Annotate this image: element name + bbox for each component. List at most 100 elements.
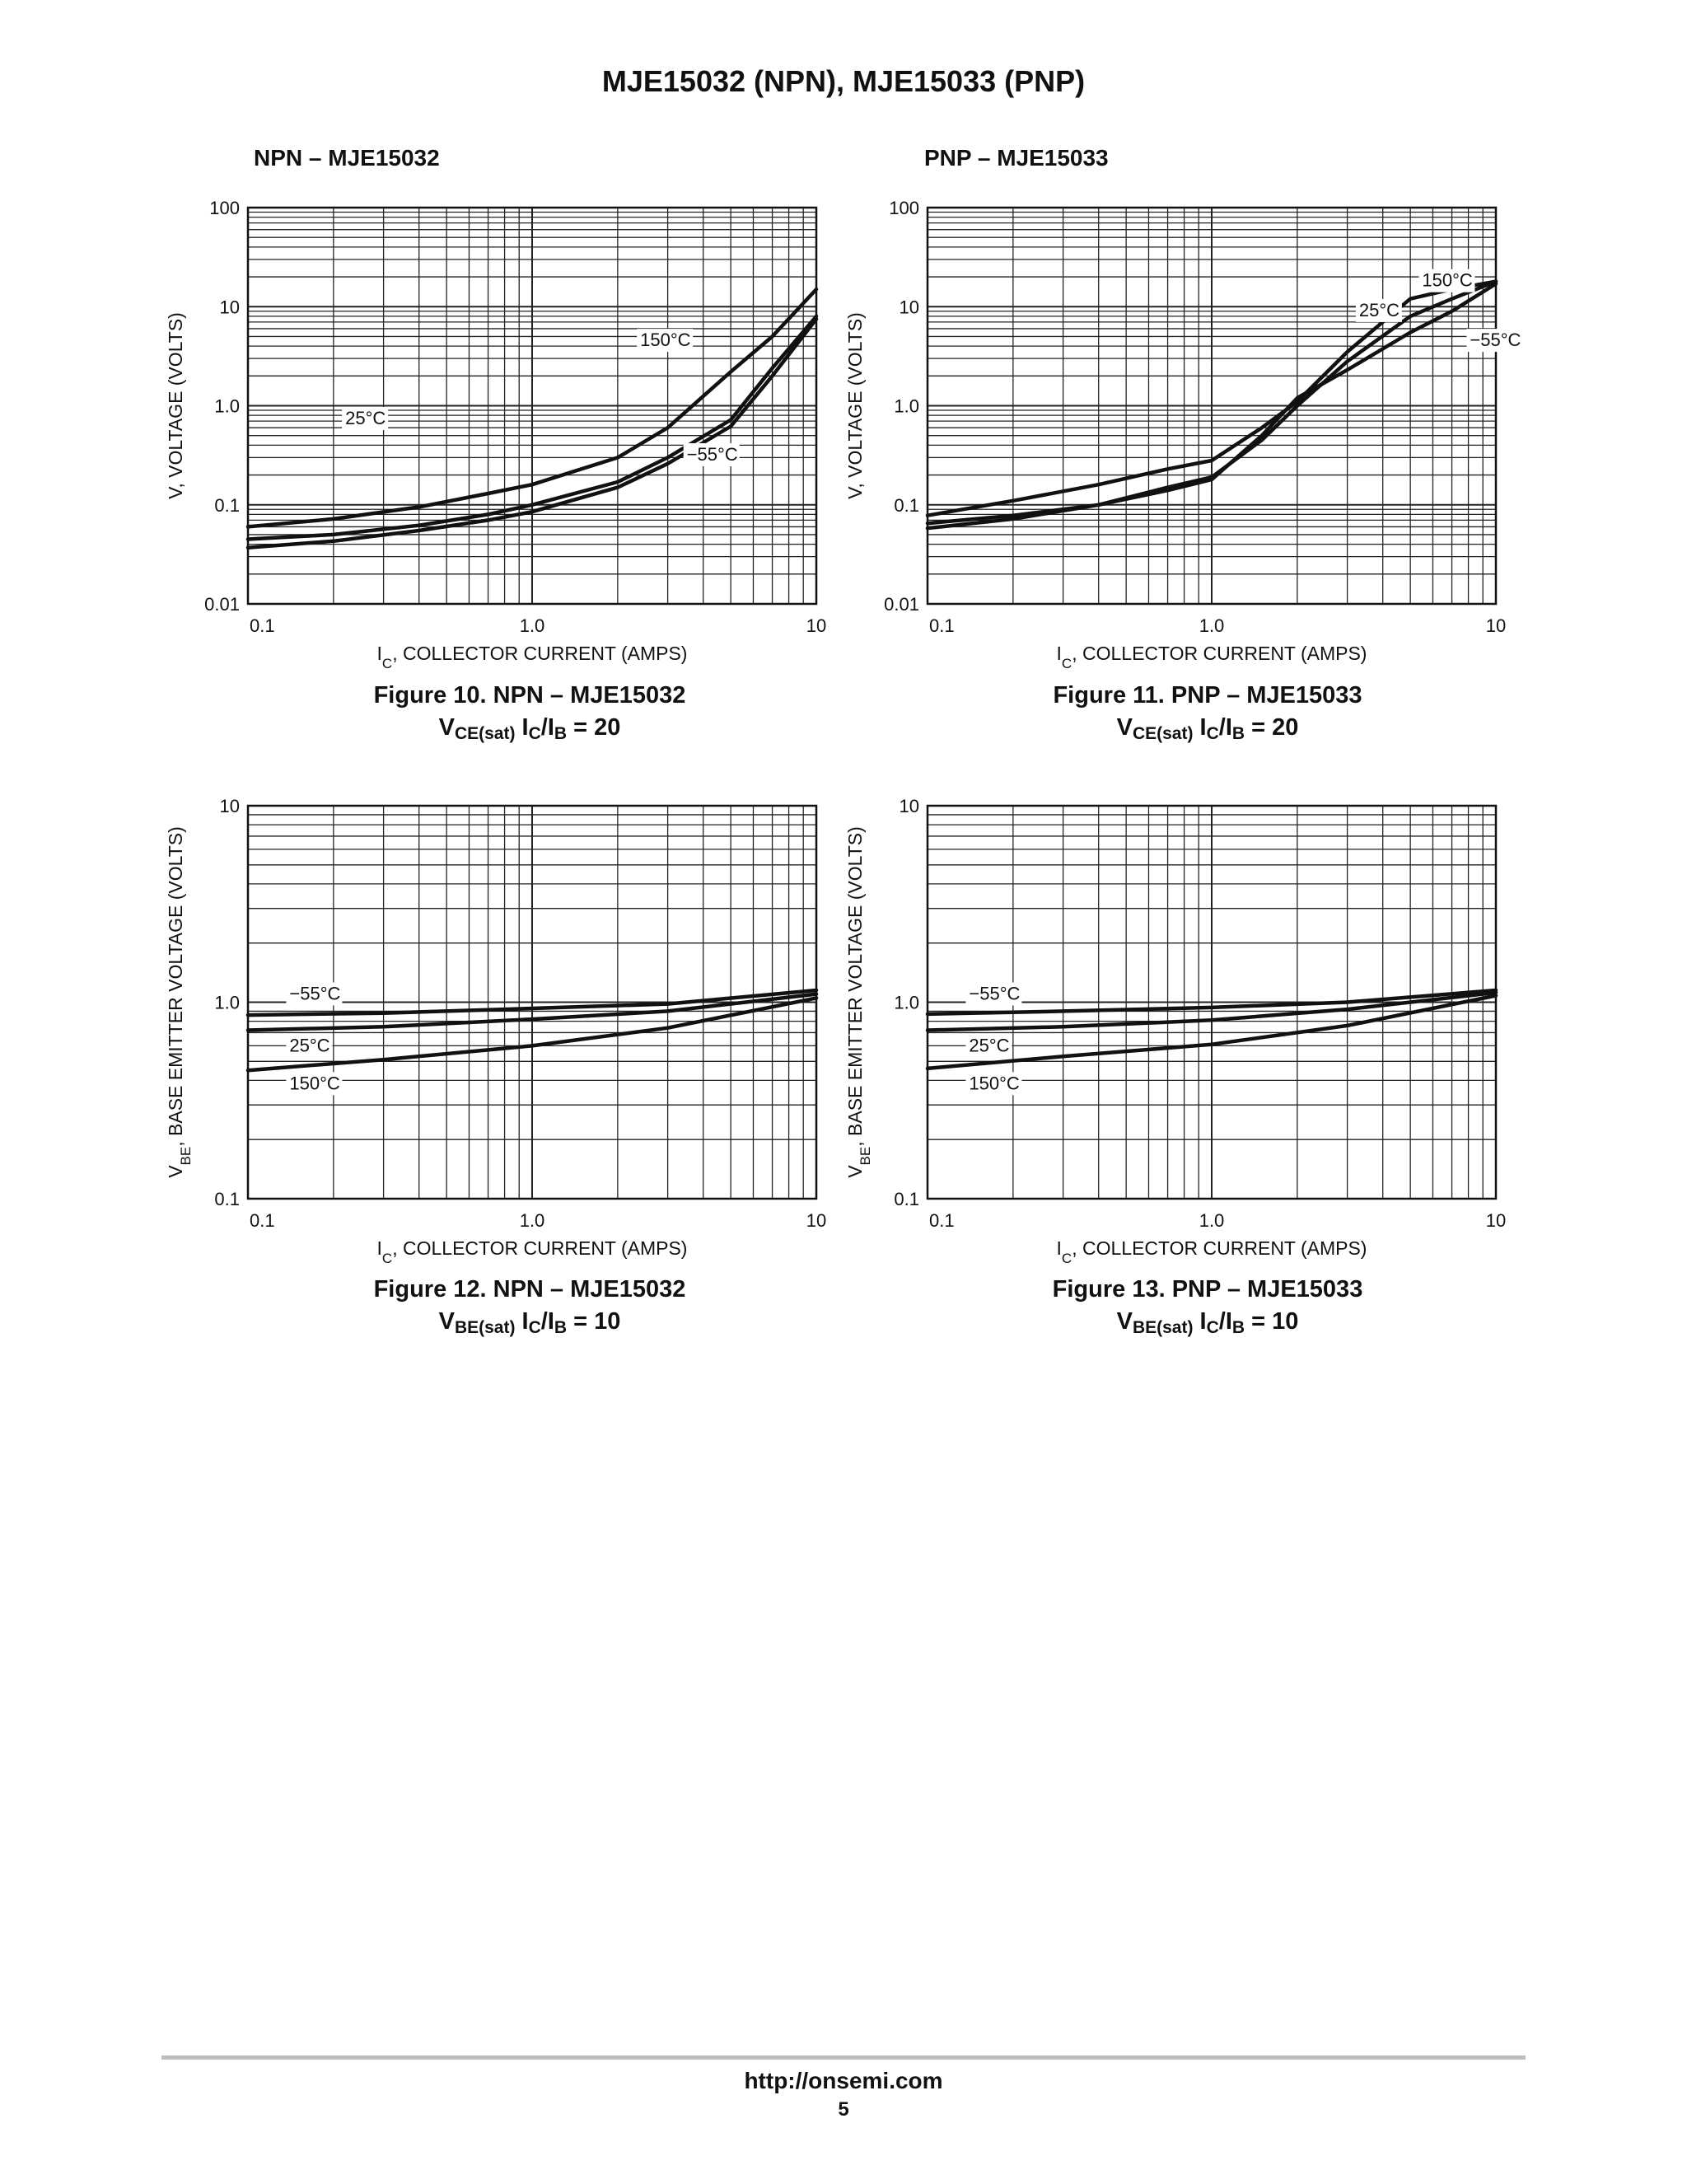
series-label: 150°C — [969, 1073, 1020, 1093]
series-label: 150°C — [1422, 270, 1473, 291]
figure-13-caption: Figure 13. PNP – MJE15033 VBE(sat) IC/IB… — [911, 1274, 1504, 1338]
fig12-chart: −55°C 25°C 150°C 0.1 1.0 10 0.1 1.0 10 IC, COLLEC… — [165, 796, 826, 1266]
series-line — [925, 994, 1498, 1071]
y-axis-label: VBE, BASE EMITTER VOLTAGE (VOLTS) — [165, 826, 194, 1178]
grid — [927, 806, 1496, 1200]
series-label-bg — [286, 982, 343, 1006]
series-line — [245, 317, 819, 550]
series-label-bg — [1466, 329, 1523, 353]
page-number: 5 — [838, 2098, 849, 2121]
y-tick-label: 10 — [900, 297, 919, 317]
x-tick-label: 0.1 — [250, 1210, 275, 1231]
caption-ib: /I — [1218, 714, 1232, 741]
pnp-section-label: PNP – MJE15033 — [924, 145, 1109, 171]
caption-ratio: = 20 — [567, 714, 621, 741]
fig10-chart: 150°C 25°C −55°C 0.1 1.0 10 0.01 0.1 1.0 10 100 IC,… — [165, 198, 826, 671]
x-tick-label: 0.1 — [929, 1210, 955, 1231]
caption-ic: I — [1193, 1308, 1207, 1335]
caption-ib: /I — [540, 714, 554, 741]
caption-ratio: = 10 — [567, 1308, 621, 1335]
footer-rule — [161, 2055, 1526, 2060]
caption-ib: /I — [540, 1308, 554, 1335]
x-tick-label: 0.1 — [929, 615, 955, 636]
y-axis-label: VBE, BASE EMITTER VOLTAGE (VOLTS) — [844, 826, 873, 1178]
y-tick-label: 1.0 — [894, 396, 919, 417]
x-axis-label: IC, COLLECTOR CURRENT (AMPS) — [1057, 643, 1367, 671]
caption-v-sub: BE(sat) — [1132, 1318, 1194, 1337]
figure-12-caption: Figure 12. NPN – MJE15032 VBE(sat) IC/IB… — [233, 1274, 826, 1338]
fig11-chart: 150°C 25°C −55°C 0.1 1.0 10 0.01 0.1 1.0 10 100 IC,… — [844, 198, 1523, 671]
grid — [927, 208, 1496, 605]
caption-v-sub: CE(sat) — [454, 724, 516, 743]
figure-11-caption: Figure 11. PNP – MJE15033 VCE(sat) IC/IB… — [911, 680, 1504, 744]
series-label-bg — [1418, 269, 1475, 292]
x-tick-label: 10 — [806, 615, 826, 636]
series-label-bg — [1355, 298, 1402, 322]
caption-ratio: = 20 — [1245, 714, 1299, 741]
y-tick-label: 1.0 — [894, 993, 919, 1013]
y-tick-label: 0.01 — [204, 594, 240, 615]
caption-ib-sub: B — [554, 724, 568, 743]
caption-title: Figure 13. PNP – MJE15033 — [1052, 1276, 1363, 1302]
y-tick-label: 0.1 — [214, 1189, 240, 1209]
grid — [247, 208, 816, 605]
series-label-bg — [286, 1072, 343, 1096]
plot-frame — [926, 206, 1498, 606]
series-line — [245, 287, 819, 529]
series-line — [925, 988, 1498, 1017]
caption-ic: I — [515, 714, 529, 741]
x-tick-label: 10 — [1486, 615, 1506, 636]
fig13-chart: −55°C 25°C 150°C 0.1 1.0 10 0.1 1.0 10 IC, COLLEC… — [844, 796, 1506, 1266]
series-label: 150°C — [640, 330, 691, 350]
y-tick-label: 10 — [220, 297, 240, 317]
y-tick-label: 1.0 — [214, 993, 240, 1013]
caption-ratio: = 10 — [1245, 1308, 1299, 1335]
x-tick-label: 0.1 — [250, 615, 275, 636]
series-line — [245, 988, 819, 1017]
series-label-bg — [965, 1034, 1012, 1058]
y-tick-label: 100 — [889, 198, 919, 218]
caption-ib-sub: B — [1231, 1318, 1245, 1337]
npn-section-label: NPN – MJE15032 — [254, 145, 440, 171]
series-line — [245, 996, 819, 1073]
caption-ic-sub: C — [1206, 1318, 1219, 1337]
caption-title: Figure 10. NPN – MJE15032 — [373, 682, 686, 709]
caption-v-sub: CE(sat) — [1132, 724, 1194, 743]
series-line — [245, 314, 819, 541]
caption-ic-sub: C — [528, 1318, 541, 1337]
caption-v-sub: BE(sat) — [454, 1318, 516, 1337]
series-label-bg — [683, 442, 740, 466]
x-tick-label: 1.0 — [520, 1210, 545, 1231]
plot-frame — [926, 804, 1498, 1200]
caption-v: V — [438, 714, 455, 741]
x-axis-label: IC, COLLECTOR CURRENT (AMPS) — [1057, 1237, 1367, 1266]
x-axis-label: IC, COLLECTOR CURRENT (AMPS) — [377, 643, 688, 671]
caption-ic: I — [515, 1308, 529, 1335]
caption-v: V — [438, 1308, 455, 1335]
page-title: MJE15032 (NPN), MJE15033 (PNP) — [601, 64, 1086, 98]
series-label-bg — [342, 406, 389, 430]
y-tick-label: 10 — [220, 796, 240, 816]
series-label: −55°C — [969, 983, 1020, 1003]
y-axis-label: V, VOLTAGE (VOLTS) — [165, 312, 186, 499]
x-tick-label: 1.0 — [1199, 615, 1225, 636]
caption-title: Figure 11. PNP – MJE15033 — [1053, 682, 1362, 709]
series-label: 25°C — [969, 1036, 1009, 1056]
series-label: −55°C — [687, 444, 738, 465]
y-tick-label: 0.01 — [884, 594, 919, 615]
plot-frame — [246, 804, 818, 1200]
caption-ic-sub: C — [1206, 724, 1219, 743]
series-line — [925, 990, 1498, 1032]
figure-10-caption: Figure 10. NPN – MJE15032 VCE(sat) IC/IB… — [233, 680, 826, 744]
caption-ib-sub: B — [554, 1318, 568, 1337]
caption-ic-sub: C — [528, 724, 541, 743]
series-label: 25°C — [1359, 300, 1400, 320]
caption-v: V — [1116, 1308, 1133, 1335]
series-label-bg — [637, 329, 694, 353]
footer-url[interactable]: http://onsemi.com — [744, 2068, 943, 2093]
series-label: 25°C — [289, 1036, 329, 1056]
plot-frame — [246, 206, 818, 606]
series-line — [925, 282, 1498, 526]
y-axis-label: V, VOLTAGE (VOLTS) — [844, 312, 866, 499]
x-tick-label: 1.0 — [1199, 1210, 1225, 1231]
